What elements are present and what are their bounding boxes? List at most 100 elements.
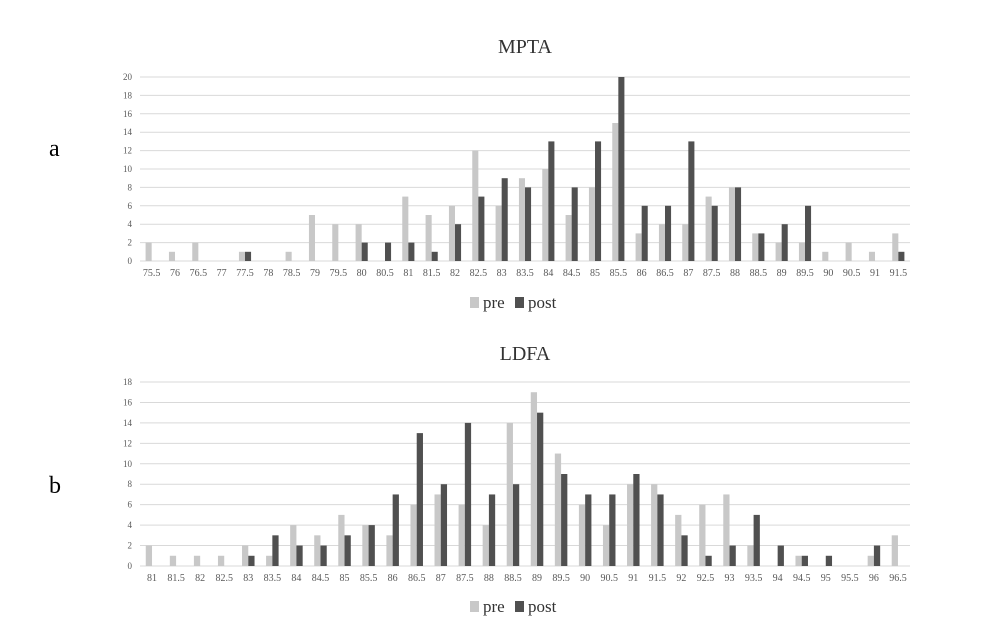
bar-pre [386,535,393,566]
x-tick-label: 85 [340,573,350,584]
x-tick-label: 92 [676,573,686,584]
x-tick-label: 91.5 [649,573,667,584]
bar-post [898,251,905,261]
x-tick-label: 78.5 [283,268,301,279]
bar-pre [169,555,177,566]
bar-pre [795,555,802,566]
x-tick-label: 90 [823,268,833,279]
x-tick-label: 95 [821,573,831,584]
bar-post [618,77,625,261]
bar-pre [891,535,898,566]
bar-pre [332,224,339,261]
bar-post [537,412,544,566]
bar-pre [217,555,225,566]
bar-pre [242,545,249,566]
x-tick-label: 82.5 [215,573,233,584]
bar-post [488,494,496,566]
x-tick-label: 81 [403,268,413,279]
bar-post [525,187,532,261]
bar-post [344,535,351,566]
x-tick-label: 86 [637,268,647,279]
panel-label-b: b [49,473,61,499]
y-tick-label: 10 [123,459,133,469]
bar-post [781,224,788,261]
y-tick-label: 16 [123,109,133,119]
bar-post [777,545,784,566]
bar-post [561,474,568,566]
x-tick-label: 90.5 [600,573,618,584]
legend-label-post: post [528,597,557,616]
y-tick-label: 18 [123,377,133,387]
bar-post [641,205,648,261]
bar-post [595,141,602,261]
x-tick-label: 87 [436,573,446,584]
x-tick-label: 83.5 [516,268,534,279]
legend-swatch-pre [470,297,479,308]
y-tick-label: 12 [123,438,132,448]
panel-label-a: a [49,136,60,162]
bar-pre [845,242,852,261]
bar-post [688,141,695,261]
bar-post [571,187,578,261]
x-tick-label: 92.5 [697,573,715,584]
bar-pre [285,251,292,261]
x-tick-label: 83 [243,573,253,584]
bar-pre [612,123,619,261]
bar-pre [402,196,409,261]
y-tick-label: 0 [128,561,133,571]
y-tick-label: 6 [128,500,133,510]
x-tick-label: 84.5 [563,268,581,279]
bar-post [609,494,616,566]
bar-pre [338,514,345,566]
x-tick-label: 77.5 [236,268,254,279]
bar-pre [530,392,538,566]
x-tick-label: 84 [291,573,301,584]
bar-pre [434,494,441,566]
bar-post [681,535,688,566]
x-tick-label: 75.5 [143,268,161,279]
bar-post [440,484,448,566]
bar-post [408,242,415,261]
x-tick-label: 86.5 [656,268,674,279]
x-tick-label: 95.5 [841,573,859,584]
bar-pre [193,555,201,566]
bar-pre [822,251,829,261]
x-tick-label: 87 [683,268,693,279]
x-tick-label: 76 [170,268,180,279]
y-tick-label: 4 [128,219,133,229]
bar-post [296,545,303,566]
bar-post [665,205,672,261]
x-tick-label: 89.5 [552,573,570,584]
bar-pre [448,205,455,261]
x-tick-label: 82.5 [470,268,488,279]
x-tick-label: 85 [590,268,600,279]
y-tick-label: 2 [128,238,133,248]
x-tick-label: 91.5 [890,268,908,279]
x-tick-label: 93.5 [745,573,763,584]
bar-post [825,555,833,566]
y-tick-label: 8 [128,479,133,489]
bar-pre [635,233,642,261]
bar-post [392,494,399,566]
bar-pre [554,453,562,566]
bar-pre [602,525,610,566]
x-tick-label: 81.5 [167,573,185,584]
bar-pre [472,150,479,261]
bar-post [464,422,472,566]
chart-title: MPTA [498,36,553,58]
y-tick-label: 14 [123,418,133,428]
bar-post [805,205,812,261]
bar-pre [752,233,759,261]
x-tick-label: 83.5 [264,573,282,584]
bar-pre [588,187,595,261]
bar-post [585,494,592,566]
bar-post [368,525,375,566]
bar-post [272,535,279,566]
x-tick-label: 96.5 [889,573,907,584]
x-tick-label: 93 [725,573,735,584]
x-tick-label: 86 [388,573,398,584]
x-tick-label: 88 [484,573,494,584]
bar-pre [495,205,502,261]
x-tick-label: 87.5 [703,268,721,279]
bar-pre [314,535,321,566]
